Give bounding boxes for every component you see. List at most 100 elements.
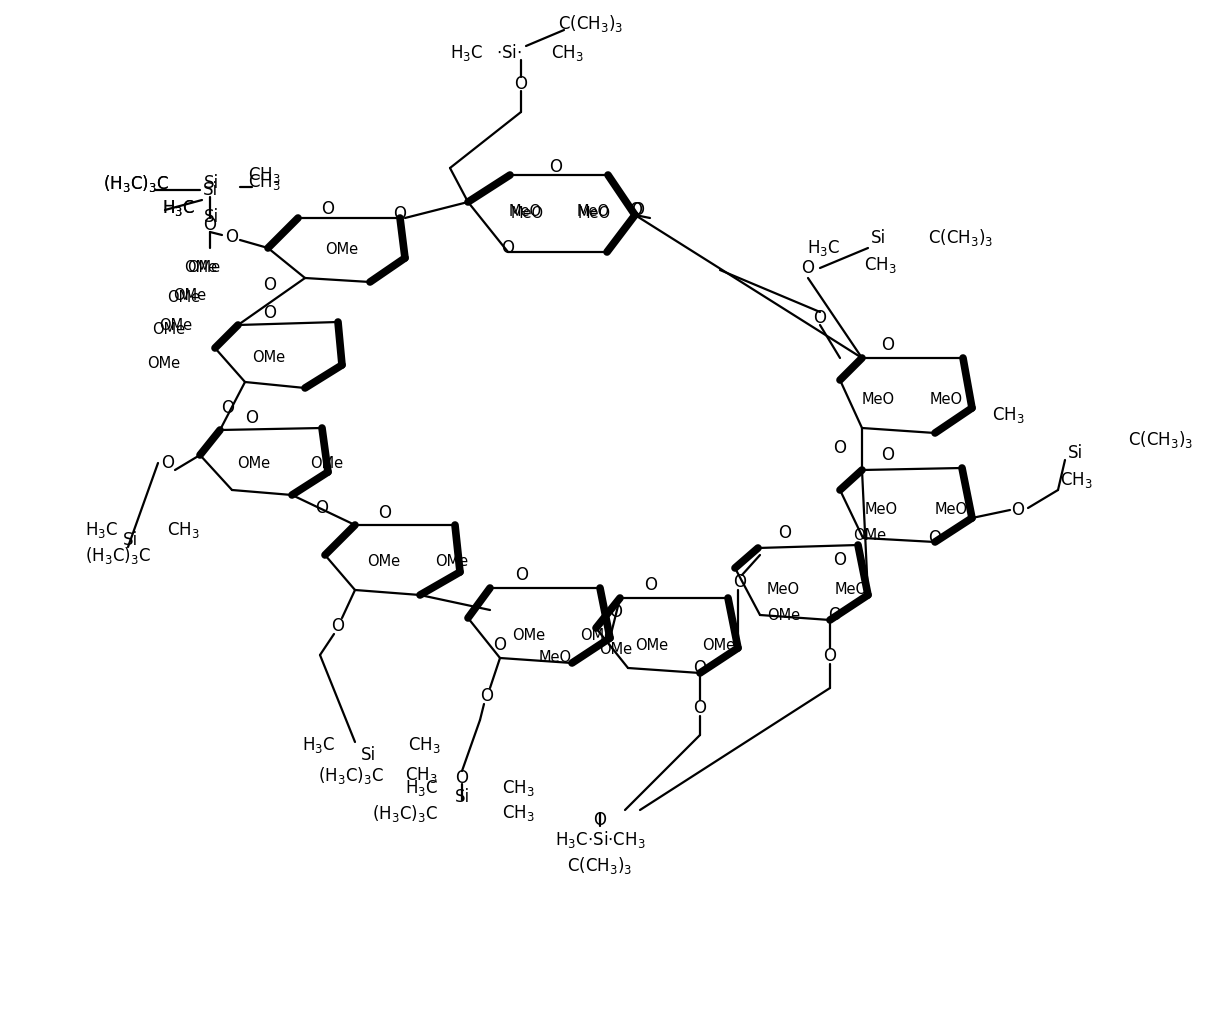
- Text: O: O: [881, 336, 895, 354]
- Text: OMe: OMe: [147, 355, 180, 370]
- Text: OMe: OMe: [310, 455, 343, 470]
- Text: CH$_3$: CH$_3$: [405, 765, 438, 785]
- Text: O: O: [514, 75, 528, 93]
- Text: O: O: [802, 259, 814, 277]
- Text: O: O: [610, 603, 623, 621]
- Text: CH$_3$: CH$_3$: [166, 520, 200, 540]
- Text: O: O: [246, 409, 258, 427]
- Text: C(CH$_3$)$_3$: C(CH$_3$)$_3$: [1129, 430, 1193, 450]
- Text: MeO: MeO: [577, 205, 610, 220]
- Text: H$_3$C: H$_3$C: [807, 238, 840, 258]
- Text: O: O: [694, 659, 706, 677]
- Text: O: O: [322, 200, 334, 218]
- Text: H$_3$C: H$_3$C: [405, 778, 438, 798]
- Text: CH$_3$: CH$_3$: [864, 255, 896, 275]
- Text: MeO: MeO: [935, 502, 968, 518]
- Text: OMe: OMe: [184, 260, 217, 275]
- Text: Si: Si: [360, 746, 376, 764]
- Text: MeO: MeO: [509, 205, 542, 220]
- Text: O: O: [332, 616, 344, 635]
- Text: CH$_3$: CH$_3$: [1060, 470, 1092, 490]
- Text: O: O: [778, 524, 792, 542]
- Text: H$_3$C: H$_3$C: [302, 735, 335, 755]
- Text: O: O: [225, 228, 239, 246]
- Text: O: O: [203, 216, 217, 234]
- Text: OMe: OMe: [635, 638, 668, 653]
- Text: O: O: [481, 687, 493, 705]
- Text: O: O: [263, 276, 277, 294]
- Text: H$_3$C: H$_3$C: [162, 198, 195, 218]
- Text: O: O: [1011, 501, 1024, 519]
- Text: O: O: [263, 304, 277, 322]
- Text: O: O: [594, 811, 607, 829]
- Text: O: O: [929, 529, 941, 547]
- Text: C(CH$_3$)$_3$: C(CH$_3$)$_3$: [928, 227, 994, 248]
- Text: (H$_3$C)$_3$C: (H$_3$C)$_3$C: [103, 173, 169, 194]
- Text: O: O: [502, 239, 514, 257]
- Text: MeO: MeO: [767, 582, 800, 597]
- Text: Si: Si: [454, 788, 470, 806]
- Text: O: O: [645, 576, 657, 594]
- Text: O: O: [222, 399, 235, 417]
- Text: MeO: MeO: [578, 206, 611, 221]
- Text: O: O: [632, 201, 645, 219]
- Text: OMe: OMe: [237, 455, 271, 470]
- Text: O: O: [824, 647, 836, 665]
- Text: OMe: OMe: [166, 291, 200, 306]
- Text: (H$_3$C)$_3$C: (H$_3$C)$_3$C: [372, 802, 438, 823]
- Text: CH$_3$: CH$_3$: [408, 735, 441, 755]
- Text: OMe: OMe: [173, 288, 206, 303]
- Text: MeO: MeO: [865, 502, 898, 518]
- Text: (H$_3$C)$_3$C: (H$_3$C)$_3$C: [318, 765, 384, 785]
- Text: OMe: OMe: [435, 555, 468, 569]
- Text: MeO: MeO: [835, 582, 868, 597]
- Text: MeO: MeO: [862, 393, 895, 408]
- Text: C(CH$_3$)$_3$: C(CH$_3$)$_3$: [567, 855, 633, 876]
- Text: Si: Si: [203, 208, 219, 226]
- Text: CH$_3$: CH$_3$: [502, 803, 535, 823]
- Text: C(CH$_3$)$_3$: C(CH$_3$)$_3$: [558, 12, 624, 33]
- Text: O: O: [694, 699, 706, 717]
- Text: Si: Si: [870, 229, 885, 247]
- Text: O: O: [829, 606, 842, 624]
- Text: O: O: [493, 636, 507, 654]
- Text: O: O: [393, 205, 406, 223]
- Text: Si: Si: [202, 181, 218, 199]
- Text: MeO: MeO: [930, 393, 963, 408]
- Text: CH$_3$: CH$_3$: [502, 778, 535, 798]
- Text: MeO: MeO: [510, 206, 543, 221]
- Text: O: O: [316, 499, 328, 517]
- Text: OMe: OMe: [512, 628, 545, 643]
- Text: $\cdot$Si$\cdot$: $\cdot$Si$\cdot$: [496, 44, 521, 62]
- Text: H$_3$C: H$_3$C: [449, 43, 483, 63]
- Text: H$_3$C$\cdot$Si$\cdot$CH$_3$: H$_3$C$\cdot$Si$\cdot$CH$_3$: [554, 829, 645, 851]
- Text: OMe: OMe: [580, 628, 613, 643]
- Text: OMe: OMe: [159, 318, 192, 333]
- Text: OMe: OMe: [187, 260, 220, 275]
- Text: O: O: [629, 201, 643, 219]
- Text: H$_3$C: H$_3$C: [162, 198, 195, 218]
- Text: Si: Si: [203, 174, 219, 192]
- Text: O: O: [515, 566, 529, 584]
- Text: CH$_3$: CH$_3$: [551, 43, 584, 63]
- Text: MeO: MeO: [539, 651, 572, 666]
- Text: O: O: [550, 158, 563, 176]
- Text: OMe: OMe: [152, 323, 185, 337]
- Text: (H$_3$C)$_3$C: (H$_3$C)$_3$C: [84, 545, 151, 565]
- Text: H$_3$C: H$_3$C: [84, 520, 119, 540]
- Text: CH$_3$: CH$_3$: [248, 172, 280, 192]
- Text: O: O: [733, 573, 747, 591]
- Text: OMe: OMe: [326, 242, 359, 257]
- Text: O: O: [455, 769, 469, 787]
- Text: CH$_3$: CH$_3$: [248, 165, 280, 185]
- Text: OMe: OMe: [252, 350, 285, 365]
- Text: O: O: [162, 454, 175, 472]
- Text: OMe: OMe: [599, 643, 632, 658]
- Text: CH$_3$: CH$_3$: [991, 405, 1024, 425]
- Text: O: O: [834, 439, 847, 457]
- Text: Si: Si: [1067, 444, 1082, 462]
- Text: Si: Si: [122, 531, 137, 549]
- Text: OMe: OMe: [367, 555, 400, 569]
- Text: OMe: OMe: [767, 607, 800, 623]
- Text: (H$_3$C)$_3$C: (H$_3$C)$_3$C: [103, 173, 169, 194]
